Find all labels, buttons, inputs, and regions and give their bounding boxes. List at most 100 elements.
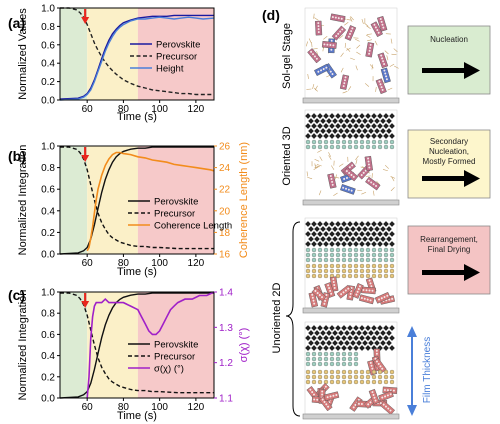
layered-crystal [341,139,347,145]
layered-crystal [305,351,311,357]
y-tick-label: 0.4 [41,59,55,70]
oriented-crystal [362,128,368,134]
oriented-crystal [362,226,368,232]
oriented-crystal [314,330,320,336]
layered-crystal [311,356,317,362]
oriented-crystal [326,226,332,232]
precursor-strand [366,33,372,35]
series-line [86,291,215,399]
crystallite-dot [356,290,359,293]
crystallite-dot [316,398,319,401]
oriented-crystal [323,325,329,331]
crystallite-dot [386,389,389,392]
chart-panel-a: 60 80 100 120 Time (s) 0.0 0.2 0.4 0.6 0.8 1.0 Norm… [17,4,215,123]
precursor-strand [313,166,319,171]
layered-crystal [359,374,365,380]
legend-label: Precursor [156,52,197,63]
substrate [302,413,400,420]
crystallite-dot [331,183,334,186]
crystallite-dot [380,20,383,23]
crystallite-dot [350,286,353,289]
oriented-crystal [374,236,380,242]
precursor-strand [386,55,389,61]
crystallite-dot [345,170,348,173]
crystallite-dot [312,299,315,302]
legend-label: Perovskite [156,40,200,51]
oriented-crystal [305,241,311,247]
crystallite-dot [347,188,350,191]
layered-crystal [323,379,329,385]
oriented-crystal [305,335,311,341]
precursor-strand [346,47,351,52]
oriented-crystal [311,221,317,227]
oriented-crystal [347,133,353,139]
rearrangement-text-line-2: Final Drying [428,245,471,254]
crystallite-dot [317,22,320,25]
oriented-crystal [341,221,347,227]
y2-axis-label: Coherence Length (nm) [238,142,250,258]
crystallite-dot [386,294,389,297]
oriented-crystal [365,241,371,247]
oriented-crystal [386,330,392,336]
crystallite-dot [323,400,326,403]
layered-crystal [311,257,317,263]
crystallite-dot [313,55,316,58]
oriented-crystal [335,241,341,247]
crystallite-dot [337,17,340,20]
secondary-nucleation-box: Secondary Nucleation, Mostly Formed [407,129,491,199]
oriented-crystal [356,330,362,336]
oriented-crystal [365,123,371,129]
crystallite-dot [342,85,345,88]
precursor-strand [365,175,371,177]
precursor-strand [384,50,389,55]
red-arrow-head-icon [81,155,90,162]
oriented-crystal [350,128,356,134]
layered-crystal [341,379,347,385]
precursor-strand [306,171,308,177]
crystallite [377,15,388,32]
layered-crystal [341,351,347,357]
crystallite-dot [343,82,346,85]
layered-crystal [353,379,359,385]
crystallite-dot [332,278,335,281]
oriented-crystal [359,241,365,247]
oriented-crystal [380,340,386,346]
x-axis-label: Time (s) [117,410,157,422]
oriented-crystal [311,241,317,247]
crystallite-dot [362,171,365,174]
crystallite-dot [360,297,363,300]
oriented-crystal [335,133,341,139]
right-arrow-icon [422,264,480,281]
y-tick-label: 1.0 [41,288,55,299]
crystallite-dot [321,398,324,401]
y-tick-label: 0.8 [41,309,55,320]
oriented-crystal [350,330,356,336]
crystallite-dot [384,72,387,75]
layered-crystal [329,247,335,253]
layered-crystal [389,273,395,279]
layered-crystal [329,252,335,258]
crystallite-dot [350,173,353,176]
layered-crystal [335,369,341,375]
precursor-strand [318,190,322,196]
oriented-crystal [323,241,329,247]
layered-crystal [329,379,335,385]
oriented-crystal [314,340,320,346]
oriented-crystal [362,118,368,124]
crystallite-dot [335,35,338,38]
precursor-strand [319,156,323,161]
crystallite-dot [392,389,395,392]
oriented-crystal [311,325,317,331]
crystallite-dot [342,186,345,189]
oriented-crystal [389,221,395,227]
oriented-crystal [305,133,311,139]
oriented-crystal [320,340,326,346]
crystallite [380,67,391,84]
oriented-crystal [356,226,362,232]
layered-crystal [317,351,323,357]
crystallite-dot [350,30,353,33]
crystallite-dot [357,288,360,291]
oriented-crystal [332,226,338,232]
legend-label: Precursor [154,352,195,363]
crystallite-dot [383,69,386,72]
